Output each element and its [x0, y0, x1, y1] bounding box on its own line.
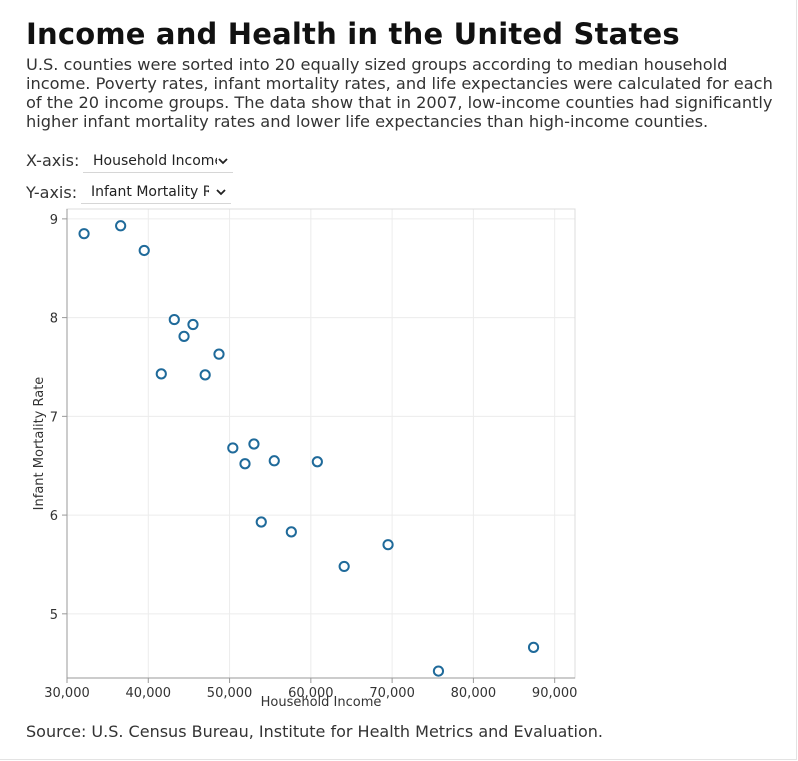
data-point	[338, 560, 350, 573]
scatter-chart: 30,000 40,000 50,000 60,000 70,000 80,000 90,0…	[32, 208, 578, 710]
x-tick-label: 90,000	[532, 686, 578, 701]
x-tick-label: 50,000	[207, 686, 253, 701]
y-tick-label: 7	[50, 410, 58, 425]
data-point	[285, 526, 297, 538]
y-tick-label: 5	[50, 608, 58, 623]
data-point	[199, 369, 211, 381]
y-tick-label: 6	[50, 509, 58, 524]
data-point	[227, 442, 239, 454]
data-point	[187, 318, 199, 331]
x-tick-label: 60,000	[288, 686, 334, 701]
data-point	[178, 330, 190, 342]
description: U.S. counties were sorted into 20 equall…	[26, 55, 773, 131]
source-note: Source: U.S. Census Bureau, Institute fo…	[26, 722, 604, 741]
x-axis-select[interactable]: Household Income	[83, 151, 233, 173]
y-axis-label: Y-axis:	[26, 183, 78, 202]
data-point	[78, 228, 90, 240]
data-point	[432, 665, 445, 677]
data-point	[527, 641, 540, 653]
data-point	[155, 368, 167, 380]
chevron-down-icon	[216, 189, 226, 196]
data-point	[168, 313, 180, 326]
y-axis-select-value: Infant Mortality Rate	[91, 184, 209, 200]
page-title: Income and Health in the United States	[26, 17, 680, 51]
y-axis-title: Infant Mortality Rate	[32, 377, 47, 511]
data-point	[138, 244, 150, 257]
data-point	[255, 516, 267, 528]
plot-frame	[66, 208, 576, 679]
data-point	[248, 438, 260, 450]
chevron-down-icon	[218, 158, 228, 165]
y-axis-select[interactable]: Infant Mortality Rate	[81, 182, 231, 204]
x-tick-label: 80,000	[451, 686, 497, 701]
x-tick-label: 40,000	[126, 686, 172, 701]
y-tick-label: 9	[50, 213, 58, 228]
y-tick-label: 8	[50, 312, 58, 327]
x-axis-select-value: Household Income	[93, 153, 217, 169]
data-point	[311, 456, 323, 468]
data-point	[213, 348, 225, 360]
x-axis-title: Household Income	[261, 695, 382, 710]
data-point	[382, 539, 394, 551]
x-tick-label: 30,000	[44, 686, 90, 701]
x-tick-label: 70,000	[369, 686, 415, 701]
data-point	[115, 220, 127, 232]
data-point	[268, 455, 280, 467]
data-point	[239, 458, 251, 470]
x-axis-label: X-axis:	[26, 151, 80, 170]
